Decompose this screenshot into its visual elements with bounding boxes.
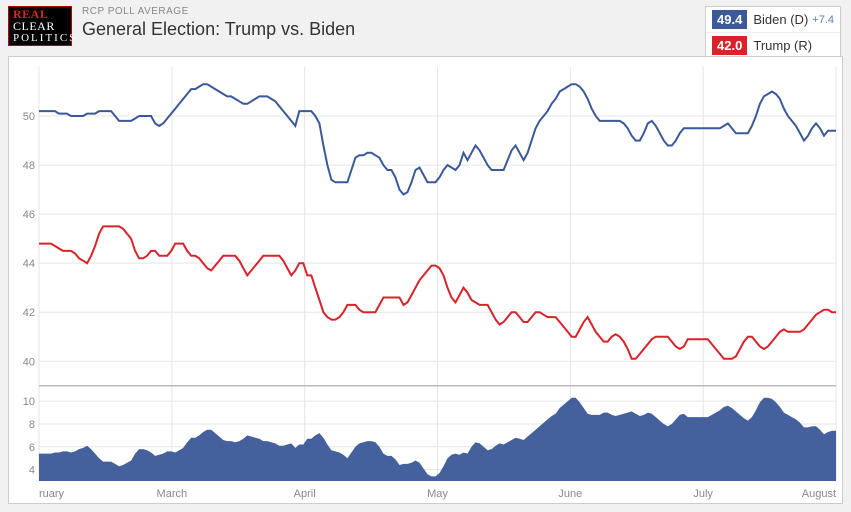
- svg-text:6: 6: [29, 442, 35, 454]
- legend-lead-biden: +7.4: [812, 14, 834, 26]
- chart-svg: 40424446485046810 ruaryMarchAprilMayJune…: [9, 57, 842, 503]
- legend-badge-trump: 42.0: [712, 36, 747, 55]
- svg-text:46: 46: [23, 209, 35, 221]
- poll-chart-container: REAL CLEAR POLITICS RCP POLL AVERAGE Gen…: [0, 0, 851, 512]
- svg-text:44: 44: [23, 258, 35, 270]
- svg-text:March: March: [157, 488, 188, 500]
- rcp-logo[interactable]: REAL CLEAR POLITICS: [8, 6, 72, 46]
- logo-line-3: POLITICS: [13, 32, 67, 44]
- svg-text:July: July: [693, 488, 713, 500]
- svg-text:48: 48: [23, 160, 35, 172]
- legend-row-biden[interactable]: 49.4 Biden (D) +7.4: [706, 7, 840, 32]
- svg-text:4: 4: [29, 465, 35, 477]
- title-block: RCP POLL AVERAGE General Election: Trump…: [82, 6, 355, 40]
- chart-area: 40424446485046810 ruaryMarchAprilMayJune…: [8, 56, 843, 504]
- y-axis-ticks: 40424446485046810: [23, 111, 35, 477]
- svg-text:40: 40: [23, 356, 35, 368]
- legend-row-trump[interactable]: 42.0 Trump (R): [706, 32, 840, 58]
- chart-subtitle: RCP POLL AVERAGE: [82, 6, 355, 17]
- legend-label-biden: Biden (D): [753, 12, 808, 27]
- svg-text:June: June: [558, 488, 582, 500]
- svg-text:10: 10: [23, 396, 35, 408]
- legend: 49.4 Biden (D) +7.4 42.0 Trump (R): [705, 6, 841, 59]
- svg-text:50: 50: [23, 111, 35, 123]
- svg-text:May: May: [427, 488, 448, 500]
- svg-text:August: August: [802, 488, 836, 500]
- legend-badge-biden: 49.4: [712, 10, 747, 29]
- svg-text:8: 8: [29, 419, 35, 431]
- legend-label-trump: Trump (R): [753, 38, 812, 53]
- svg-text:April: April: [294, 488, 316, 500]
- header: REAL CLEAR POLITICS RCP POLL AVERAGE Gen…: [0, 0, 851, 50]
- svg-text:ruary: ruary: [39, 488, 65, 500]
- chart-title: General Election: Trump vs. Biden: [82, 19, 355, 40]
- x-axis-ticks: ruary March April May June July August: [39, 488, 836, 500]
- logo-line-2: CLEAR: [13, 20, 67, 32]
- svg-text:42: 42: [23, 307, 35, 319]
